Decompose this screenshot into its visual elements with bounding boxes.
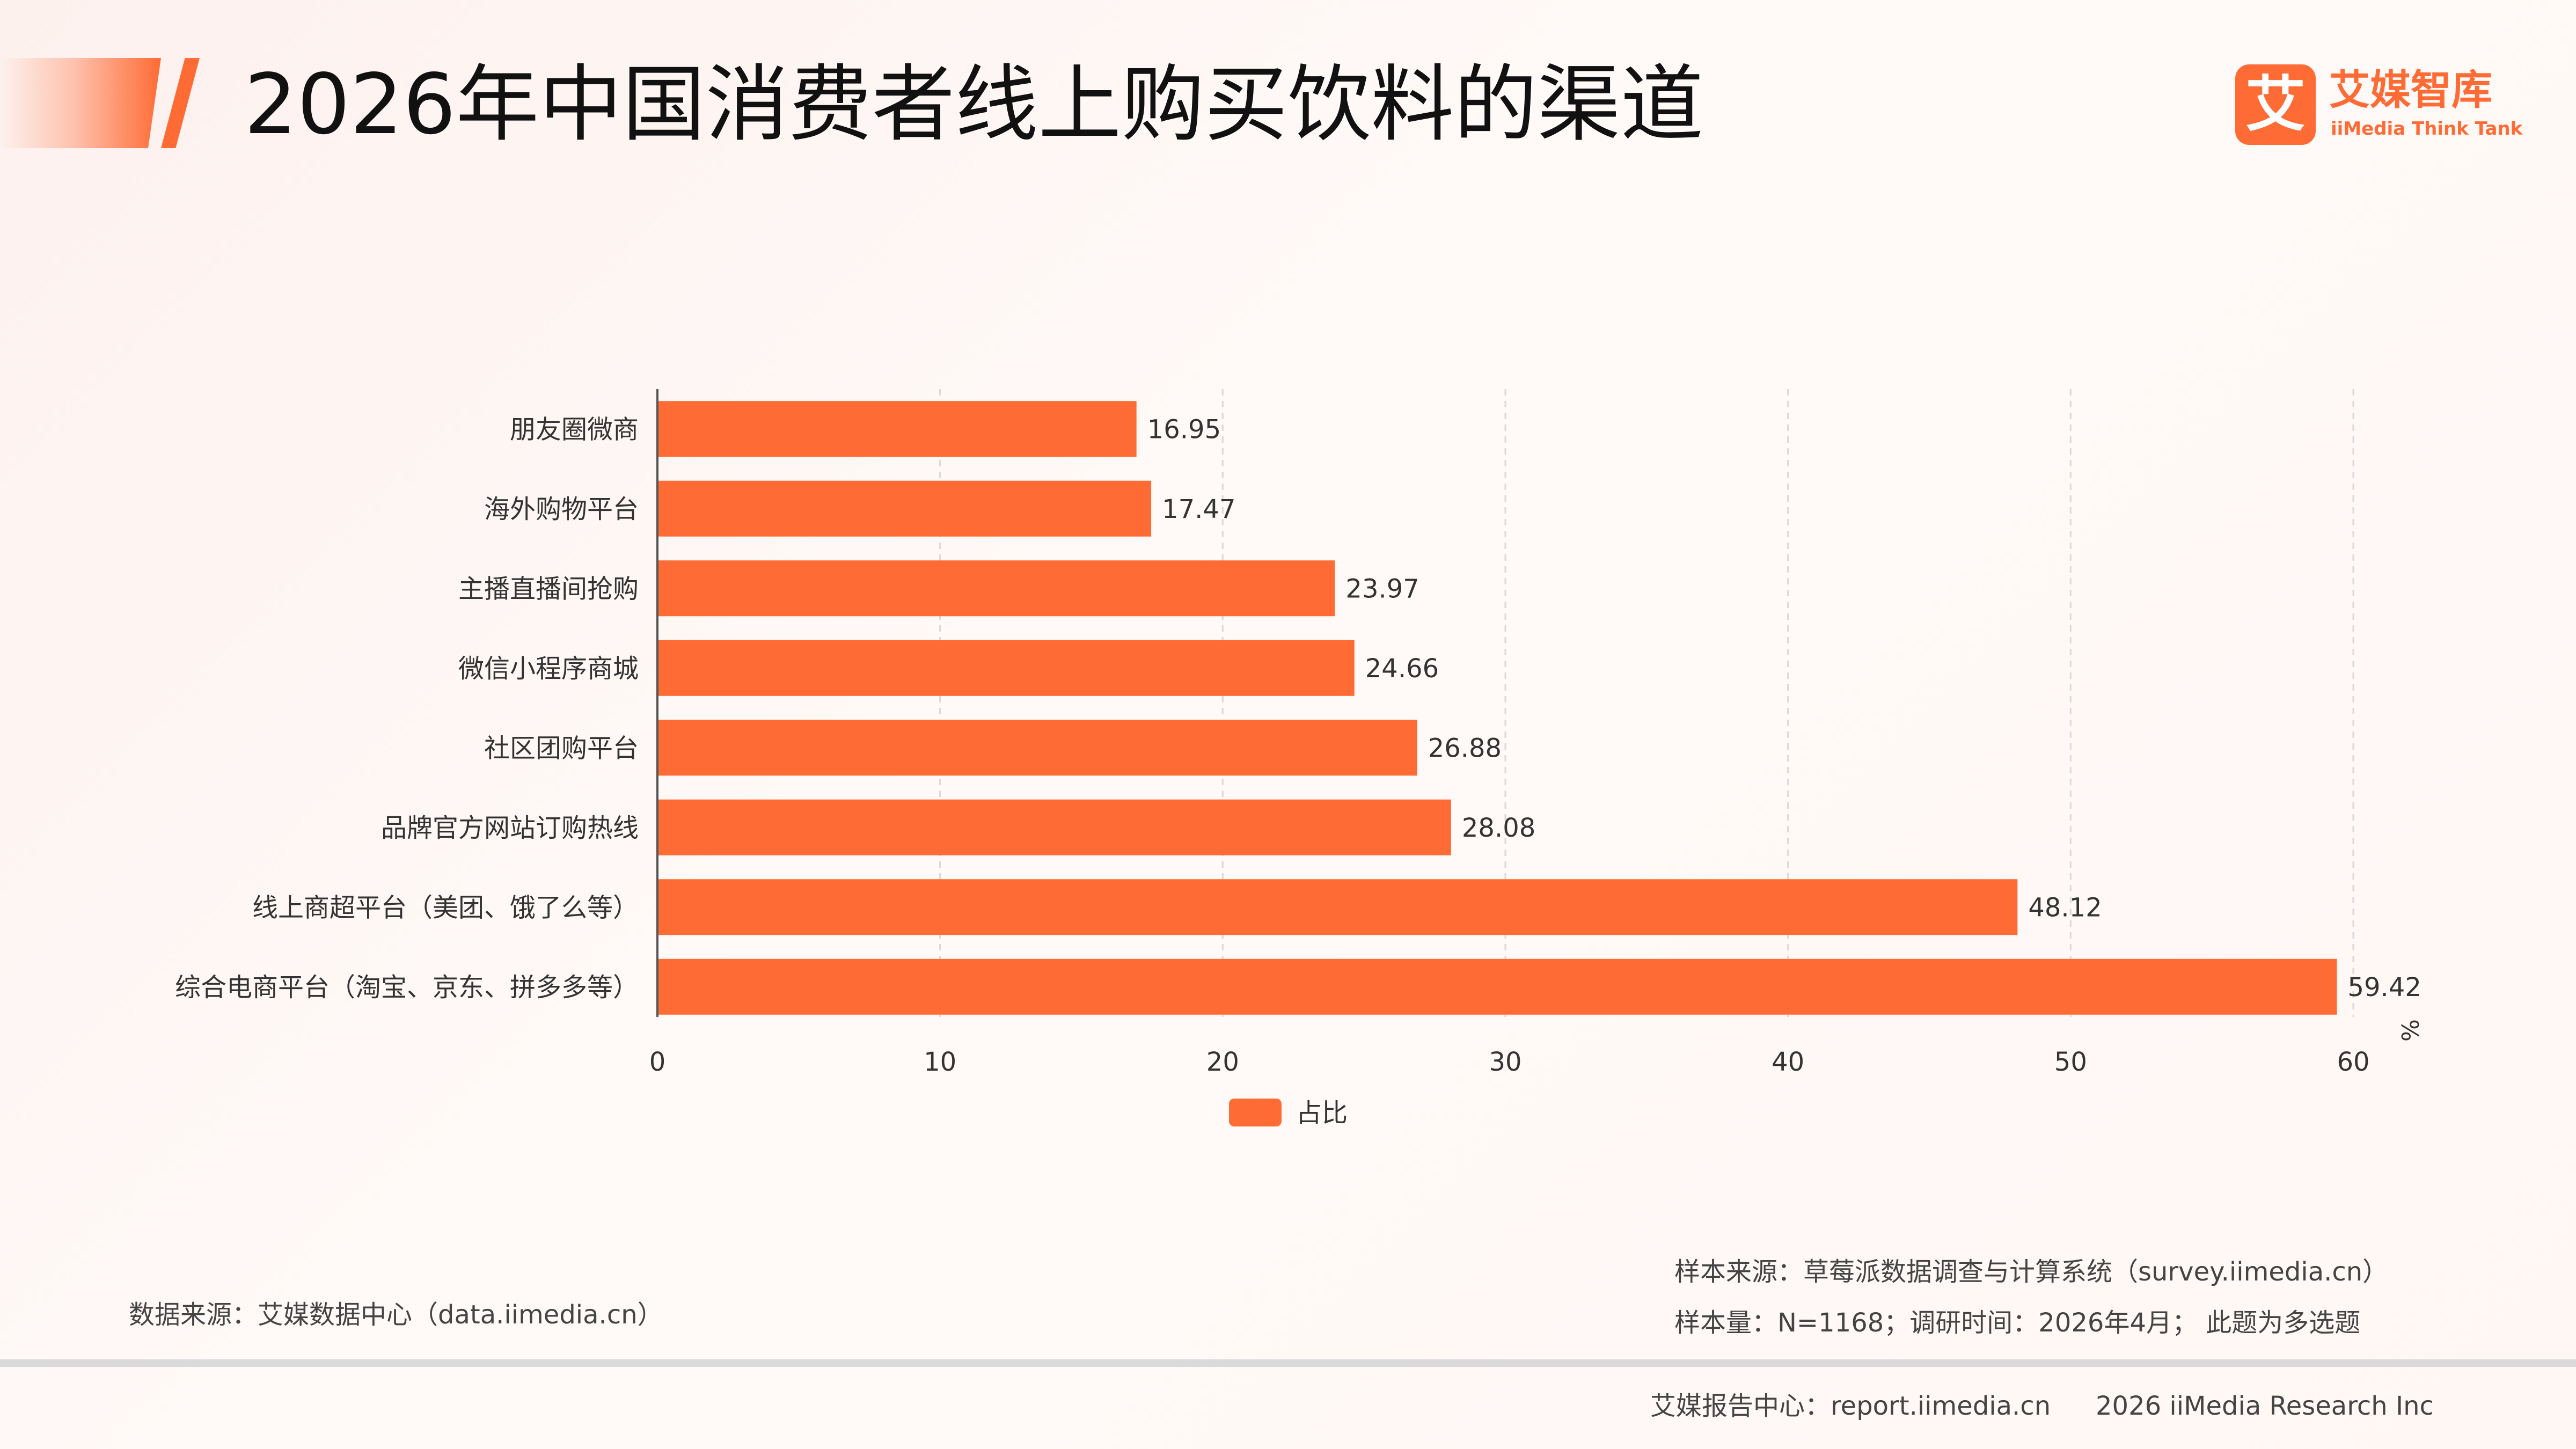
- sample-source: 样本来源：草莓派数据调查与计算系统（survey.iimedia.cn）: [1674, 1257, 2389, 1287]
- x-tick-label: 0: [649, 1047, 666, 1077]
- value-label: 24.66: [1365, 654, 1439, 684]
- category-label: 主播直播间抢购: [458, 574, 639, 604]
- bar: [658, 560, 1335, 617]
- category-label: 微信小程序商城: [458, 654, 639, 684]
- bar: [658, 640, 1355, 696]
- x-tick-label: 50: [2054, 1047, 2087, 1077]
- legend: 占比: [1229, 1098, 1348, 1128]
- category-label: 综合电商平台（淘宝、京东、拼多多等）: [175, 972, 639, 1002]
- bar: [658, 401, 1137, 457]
- data-source: 数据来源：艾媒数据中心（data.iimedia.cn）: [129, 1300, 663, 1330]
- x-tick-label: 40: [1772, 1047, 1804, 1077]
- x-tick-label: 60: [2337, 1047, 2369, 1077]
- bar: [658, 958, 2337, 1015]
- bar: [658, 799, 1451, 855]
- label-layer: 朋友圈微商 16.95 海外购物平台 17.47 主播直播间抢购 23.97 微信小程序商城…: [175, 414, 2421, 1002]
- footer-divider: [0, 1359, 2576, 1367]
- legend-swatch: [1229, 1099, 1282, 1126]
- legend-label: 占比: [1296, 1098, 1348, 1128]
- copyright: 2026 iiMedia Research Inc: [2096, 1391, 2434, 1421]
- x-unit-label: %: [2396, 1019, 2423, 1042]
- category-label: 朋友圈微商: [510, 414, 639, 444]
- x-tick-label: 10: [924, 1047, 956, 1077]
- category-label: 社区团购平台: [484, 733, 639, 763]
- value-label: 48.12: [2028, 892, 2102, 923]
- category-label: 线上商超平台（美团、饿了么等）: [252, 892, 639, 923]
- sample-size: 样本量：N=1168；调研时间：2026年4月； 此题为多选题: [1674, 1308, 2361, 1338]
- title-accent-band: [0, 58, 161, 148]
- category-label: 海外购物平台: [484, 494, 639, 524]
- bar: [658, 720, 1417, 776]
- page-title: 2026年中国消费者线上购买饮料的渠道: [244, 56, 1704, 153]
- bar-layer: [658, 401, 2337, 1015]
- value-label: 17.47: [1162, 494, 1235, 524]
- value-label: 28.08: [1462, 813, 1535, 843]
- iimedia-logo: 艾 艾媒智库 iiMedia Think Tank: [2235, 64, 2522, 145]
- bar: [658, 480, 1152, 537]
- logo-mark-icon: 艾: [2235, 64, 2316, 145]
- value-label: 26.88: [1428, 733, 1502, 763]
- logo-name: 艾媒智库: [2329, 66, 2492, 114]
- logo-tagline: iiMedia Think Tank: [2331, 118, 2523, 140]
- value-label: 23.97: [1345, 574, 1419, 604]
- x-tick-label: 20: [1206, 1047, 1239, 1077]
- value-label: 16.95: [1147, 414, 1221, 444]
- category-label: 品牌官方网站订购热线: [381, 813, 639, 843]
- report-center: 艾媒报告中心：report.iimedia.cn: [1650, 1391, 2051, 1421]
- bar: [658, 879, 2018, 935]
- value-label: 59.42: [2347, 972, 2421, 1002]
- x-tick-label: 30: [1489, 1047, 1521, 1077]
- axis-layer: 0 10 20 30 40 50 60%: [649, 389, 2423, 1077]
